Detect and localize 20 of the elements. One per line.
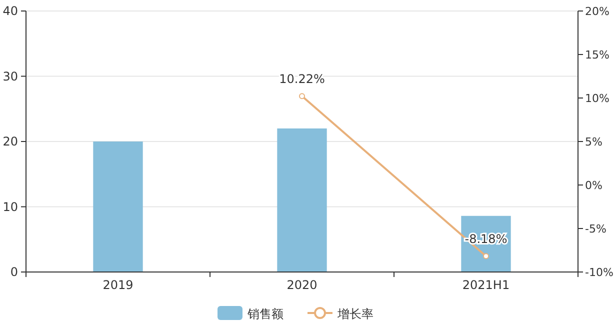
y2-tick-label: 10%: [585, 92, 610, 105]
legend-label: 增长率: [336, 307, 374, 321]
x-tick-label: 2021H1: [462, 278, 510, 292]
y2-tick-label: 5%: [585, 136, 602, 148]
y-tick-label: 10: [2, 200, 18, 214]
y-tick-label: 40: [2, 4, 18, 18]
x-tick-label: 2019: [102, 278, 134, 292]
legend-label: 销售额: [246, 307, 284, 321]
data-label: 10.22%: [279, 72, 325, 86]
y2-tick-label: -5%: [585, 222, 606, 236]
y-tick-label: 20: [2, 134, 18, 148]
y2-tick-label: -10%: [585, 266, 614, 279]
y2-tick-label: 15%: [585, 48, 610, 62]
y-tick-label: 0: [10, 265, 18, 279]
y-tick-label: 30: [2, 69, 18, 84]
y2-tick-label: 0%: [585, 179, 602, 192]
y2-tick-label: 20%: [585, 5, 610, 18]
bar: [93, 142, 143, 272]
x-tick-label: 2020: [286, 278, 318, 292]
bar: [277, 128, 327, 272]
